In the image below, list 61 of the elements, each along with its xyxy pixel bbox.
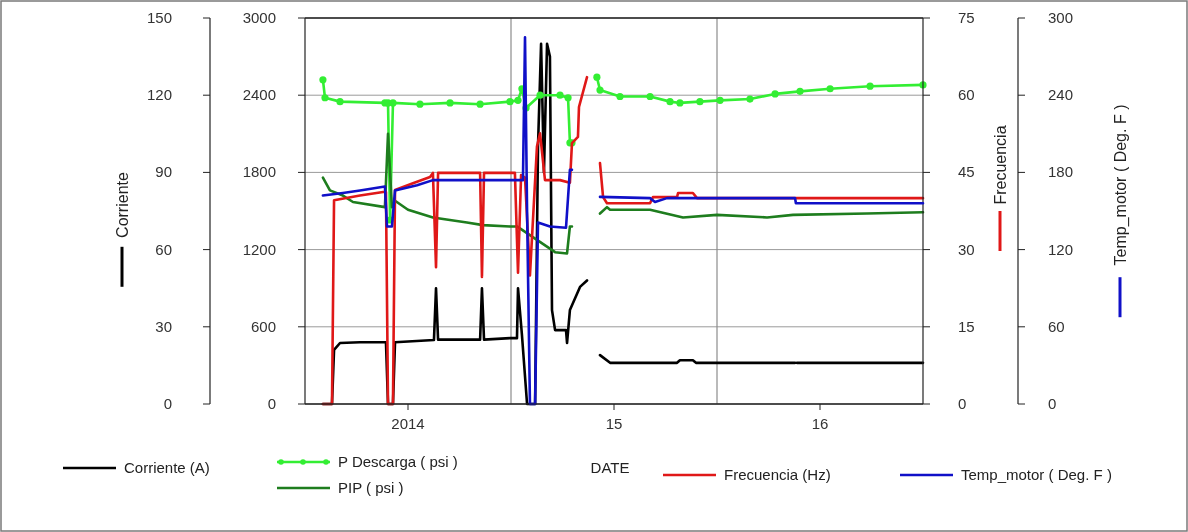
point (771, 90, 779, 98)
y-tick-label: 180 (1048, 163, 1074, 181)
point (514, 96, 522, 104)
y3-tick-label: 60 (958, 86, 975, 104)
y-tick-label: 90 (155, 163, 172, 181)
point (319, 76, 327, 84)
x-tick-label: 15 (605, 415, 623, 432)
point (796, 87, 804, 95)
legend-label: P Descarga ( psi ) (338, 453, 458, 470)
point (593, 73, 601, 81)
y3-tick-label: 30 (958, 240, 975, 258)
point (616, 92, 624, 101)
y3-tick-label: 75 (958, 9, 975, 26)
y-tick-label: 150 (146, 9, 172, 26)
y-tick-label: 0 (163, 395, 172, 412)
y2-tick-label: 3000 (242, 9, 276, 26)
y3-axis-title: Frecuencia (992, 125, 1009, 205)
point (556, 91, 564, 99)
legend-label: Corriente (A) (124, 459, 210, 476)
y2-tick-label: 0 (267, 395, 276, 412)
legend-label: Frecuencia (Hz) (724, 466, 831, 483)
point (446, 99, 454, 107)
y2-tick-label: 600 (250, 317, 276, 335)
y2-tick-label: 1200 (242, 240, 276, 258)
x-tick-label: 2014 (391, 415, 425, 432)
legend-label: Temp_motor ( Deg. F ) (961, 466, 1112, 483)
point (746, 95, 754, 103)
legend-label: PIP ( psi ) (338, 479, 404, 496)
y-tick-label: 300 (1048, 9, 1074, 26)
x-axis-title: DATE (590, 459, 630, 476)
y-tick-label: 0 (1048, 395, 1057, 412)
y-tick-label: 60 (1048, 317, 1065, 335)
point (416, 100, 424, 108)
y-tick-label: 60 (155, 240, 172, 258)
y3-tick-label: 15 (958, 317, 975, 335)
point (676, 99, 684, 107)
point (536, 91, 544, 99)
y-tick-label: 30 (155, 317, 172, 335)
point (389, 99, 397, 107)
y-tick-label: 120 (1048, 240, 1074, 258)
y-tick-label: 240 (1048, 86, 1074, 104)
point (564, 94, 572, 102)
y-tick-label: 120 (146, 86, 172, 104)
point (476, 100, 484, 108)
y3-tick-label: 45 (958, 163, 975, 181)
point (321, 94, 329, 102)
y-axis-title: Temp_motor ( Deg. F ) (1112, 104, 1130, 266)
point (666, 98, 674, 106)
point (506, 98, 514, 106)
y2-tick-label: 1800 (242, 163, 276, 181)
y-axis-title: Corriente (114, 172, 131, 238)
point (696, 98, 704, 106)
x-tick-label: 16 (811, 415, 829, 432)
point (596, 86, 604, 94)
point (336, 98, 344, 106)
point (826, 85, 834, 93)
point (866, 82, 874, 90)
point (716, 96, 724, 104)
point (646, 92, 654, 101)
y2-tick-label: 2400 (242, 86, 276, 104)
y3-tick-label: 0 (958, 395, 967, 412)
